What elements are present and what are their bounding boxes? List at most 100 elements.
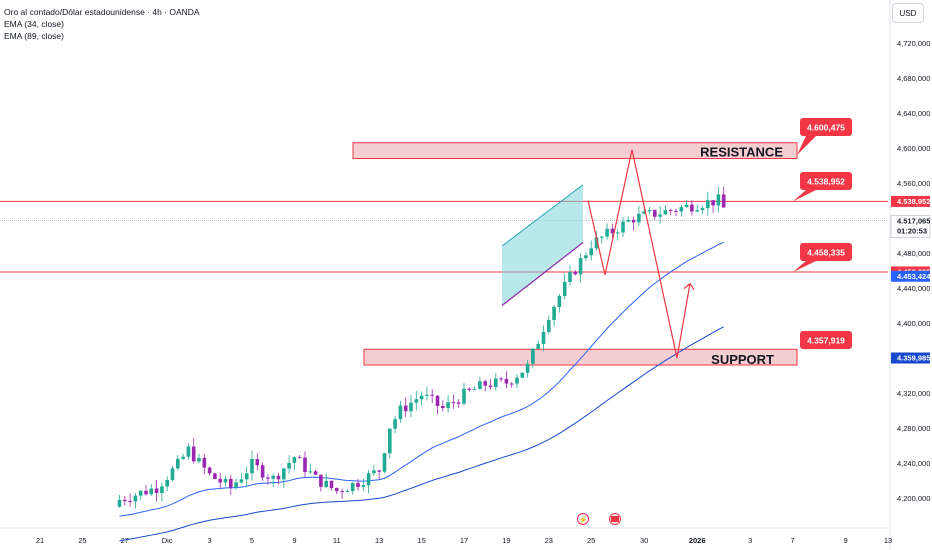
candle-body[interactable]: [340, 491, 344, 493]
candle-body[interactable]: [594, 237, 599, 249]
candle-body[interactable]: [568, 272, 572, 282]
candle-body[interactable]: [626, 219, 631, 222]
ema-fast-legend[interactable]: EMA (34, close): [4, 19, 64, 29]
candle-body[interactable]: [276, 475, 281, 480]
candle-body[interactable]: [165, 479, 169, 487]
candle-body[interactable]: [451, 402, 456, 404]
candle-body[interactable]: [266, 477, 270, 479]
candle-body[interactable]: [398, 405, 403, 420]
candle-body[interactable]: [414, 399, 419, 403]
candle-body[interactable]: [419, 395, 424, 400]
candle-body[interactable]: [324, 480, 328, 487]
candle-body[interactable]: [504, 378, 509, 384]
candle-body[interactable]: [706, 200, 710, 209]
candle-body[interactable]: [350, 482, 355, 492]
candle-body[interactable]: [525, 363, 530, 373]
candle-body[interactable]: [430, 394, 434, 396]
candle-body[interactable]: [372, 470, 376, 474]
candle-body[interactable]: [202, 457, 207, 468]
candle-body[interactable]: [191, 446, 196, 462]
candle-body[interactable]: [668, 210, 673, 212]
candle-body[interactable]: [515, 377, 519, 384]
candle-body[interactable]: [128, 501, 132, 503]
candle-body[interactable]: [615, 232, 620, 234]
candle-body[interactable]: [160, 486, 164, 494]
channel-bottom-line[interactable]: [501, 242, 584, 306]
channel-top-line[interactable]: [501, 184, 584, 247]
candle-body[interactable]: [409, 402, 413, 412]
candle-body[interactable]: [335, 488, 339, 492]
lightning-event-icon[interactable]: [577, 513, 589, 525]
candle-body[interactable]: [446, 402, 450, 409]
candle-body[interactable]: [557, 295, 562, 307]
candle-body[interactable]: [711, 200, 715, 206]
candle-body[interactable]: [292, 457, 297, 463]
candle-body[interactable]: [308, 471, 313, 473]
candle-body[interactable]: [138, 490, 143, 496]
support-zone[interactable]: [363, 348, 798, 366]
candle-body[interactable]: [117, 499, 122, 507]
candle-body[interactable]: [271, 475, 275, 479]
candle-body[interactable]: [435, 395, 440, 406]
ema-34-line[interactable]: [119, 241, 724, 517]
candle-body[interactable]: [541, 331, 546, 344]
level-callout[interactable]: [800, 331, 852, 349]
level-callout[interactable]: [800, 172, 852, 190]
candle-body[interactable]: [297, 457, 302, 459]
candle-body[interactable]: [319, 474, 323, 487]
resistance-zone[interactable]: [352, 142, 798, 159]
candle-body[interactable]: [621, 221, 625, 233]
candle-body[interactable]: [239, 479, 244, 483]
candle-body[interactable]: [600, 236, 604, 238]
candle-body[interactable]: [133, 495, 138, 502]
candle-body[interactable]: [403, 405, 408, 412]
candle-body[interactable]: [197, 457, 201, 462]
ema-slow-legend[interactable]: EMA (89, close): [4, 31, 64, 41]
candle-body[interactable]: [244, 473, 249, 480]
candle-body[interactable]: [584, 255, 588, 259]
level-callout[interactable]: [800, 118, 852, 136]
candle-body[interactable]: [573, 272, 578, 275]
candle-body[interactable]: [223, 478, 228, 483]
candle-body[interactable]: [663, 210, 668, 215]
candle-body[interactable]: [552, 306, 556, 321]
rising-channel[interactable]: [502, 184, 583, 306]
symbol-title[interactable]: Oro al contado/Dólar estadounidense · 4h…: [4, 7, 200, 17]
candle-body[interactable]: [345, 491, 350, 493]
candle-body[interactable]: [456, 402, 461, 404]
candle-body[interactable]: [213, 473, 217, 479]
candle-body[interactable]: [234, 482, 238, 488]
candle-body[interactable]: [721, 194, 726, 208]
candle-body[interactable]: [658, 214, 662, 217]
candle-body[interactable]: [631, 219, 636, 223]
candle-body[interactable]: [149, 488, 154, 495]
candle-body[interactable]: [329, 480, 334, 489]
candle-body[interactable]: [647, 209, 652, 212]
candle-body[interactable]: [176, 458, 180, 469]
candle-body[interactable]: [441, 405, 445, 409]
candle-body[interactable]: [250, 459, 254, 474]
candle-body[interactable]: [690, 204, 694, 212]
candle-body[interactable]: [488, 385, 493, 388]
candle-body[interactable]: [207, 467, 212, 474]
candle-body[interactable]: [684, 204, 689, 208]
candle-body[interactable]: [679, 207, 684, 212]
candle-body[interactable]: [642, 211, 646, 214]
candle-body[interactable]: [186, 446, 191, 457]
candle-body[interactable]: [181, 456, 185, 459]
candle-body[interactable]: [282, 468, 286, 480]
candle-body[interactable]: [531, 348, 535, 364]
candle-body[interactable]: [520, 372, 525, 378]
candle-body[interactable]: [605, 228, 609, 237]
currency-button[interactable]: USD: [892, 3, 924, 23]
candle-body[interactable]: [483, 381, 487, 386]
candle-body[interactable]: [700, 208, 705, 211]
candle-body[interactable]: [695, 210, 699, 212]
candle-body[interactable]: [509, 383, 514, 385]
candle-body[interactable]: [154, 488, 159, 494]
candle-body[interactable]: [393, 419, 397, 429]
candle-body[interactable]: [377, 470, 381, 472]
candle-body[interactable]: [287, 462, 291, 469]
candle-body[interactable]: [218, 478, 222, 483]
